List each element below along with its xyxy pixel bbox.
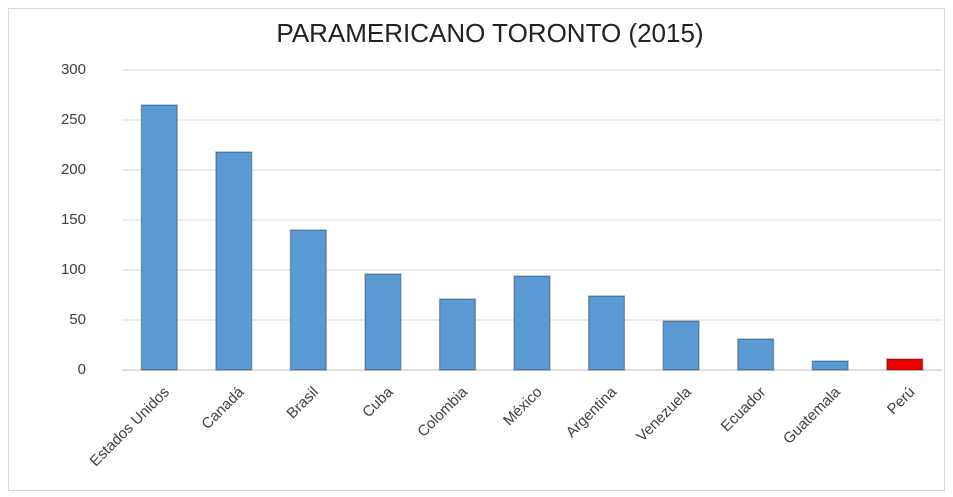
y-tick-label: 100 bbox=[61, 261, 86, 278]
bar bbox=[587, 295, 626, 371]
bar bbox=[140, 104, 178, 371]
bar bbox=[513, 275, 551, 371]
chart-title: PARAMERICANO TORONTO (2015) bbox=[276, 18, 703, 48]
bar bbox=[438, 298, 477, 371]
y-tick-label: 200 bbox=[61, 161, 86, 178]
y-tick-label: 300 bbox=[61, 61, 86, 78]
bar bbox=[364, 273, 402, 371]
bar bbox=[215, 151, 253, 371]
bar bbox=[736, 338, 775, 371]
y-tick-label: 0 bbox=[78, 361, 86, 378]
y-tick-label: 50 bbox=[69, 311, 86, 328]
bar bbox=[662, 320, 700, 371]
bar bbox=[289, 229, 328, 371]
bar bbox=[886, 358, 924, 371]
bar bbox=[811, 360, 849, 371]
y-tick-label: 250 bbox=[61, 111, 86, 128]
y-tick-label: 150 bbox=[61, 211, 86, 228]
